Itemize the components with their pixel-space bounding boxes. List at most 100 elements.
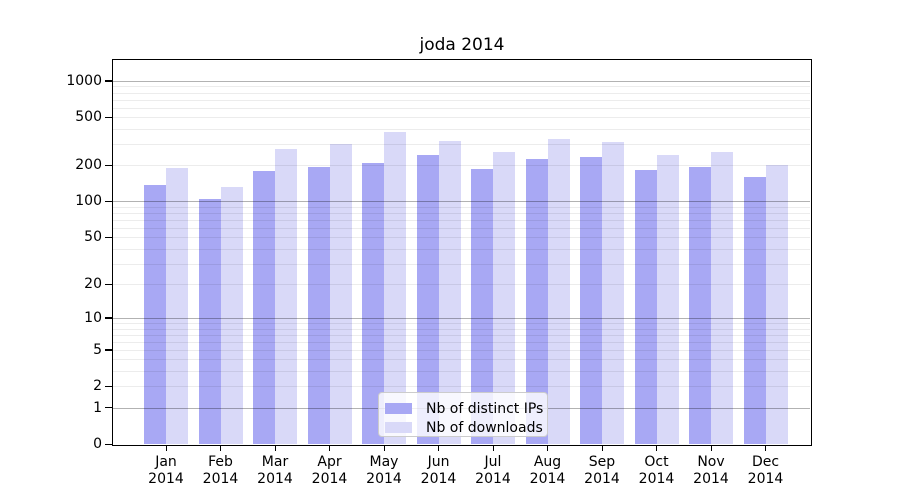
y-axis-tick (105, 116, 112, 119)
major-gridline (113, 80, 810, 82)
legend-swatch-downloads (385, 422, 412, 433)
y-axis-tick-label: 1000 (66, 72, 102, 89)
x-axis-month-label: Aug (533, 454, 562, 470)
x-axis-tick (547, 445, 549, 451)
chart-title: joda 2014 (419, 35, 505, 55)
minor-gridline (113, 129, 810, 131)
minor-gridline (113, 144, 810, 146)
legend: Nb of distinct IPs Nb of downloads (378, 392, 548, 437)
y-axis-tick (105, 283, 112, 285)
bar-downloads-oct (656, 155, 679, 444)
x-axis-year-label: 2014 (693, 471, 729, 487)
x-axis-year-label: 2014 (420, 471, 457, 487)
bar-downloads-aug (547, 138, 570, 444)
x-axis-year-label: 2014 (202, 471, 239, 487)
x-axis-tick (656, 445, 658, 451)
minor-gridline (113, 107, 810, 109)
x-axis-year-label: 2014 (475, 471, 511, 487)
bar-downloads-dec (765, 165, 788, 444)
bar-downloads-jun (438, 141, 461, 444)
minor-gridline (113, 86, 810, 88)
minor-gridline (113, 92, 810, 94)
minor-gridline (113, 117, 810, 119)
minor-gridline (113, 165, 810, 167)
bar-downloads-mar (275, 149, 297, 444)
x-axis-year-label: 2014 (747, 471, 784, 487)
y-axis-tick (105, 407, 112, 409)
x-axis-tick (274, 445, 276, 451)
y-axis-tick (105, 349, 112, 351)
y-axis-tick-label: 50 (84, 229, 102, 246)
bar-downloads-feb (220, 186, 243, 444)
bar-downloads-jul (493, 151, 515, 444)
x-axis-year-label: 2014 (584, 471, 620, 487)
x-axis-year-label: 2014 (311, 471, 348, 487)
bar-distinct-ips-jun (416, 155, 439, 444)
y-axis-tick (105, 317, 112, 319)
y-axis-tick (105, 164, 112, 167)
y-axis-tick-label: 10 (84, 309, 102, 326)
bar-distinct-ips-dec (743, 176, 766, 444)
bar-distinct-ips-nov (689, 167, 711, 444)
y-axis-tick-label: 500 (75, 109, 102, 126)
y-axis-tick-label: 100 (75, 193, 102, 210)
x-axis-month-label: Apr (317, 454, 342, 470)
bar-downloads-sep (602, 142, 624, 444)
x-axis-month-label: Dec (751, 454, 780, 470)
x-axis-month-label: Jan (155, 454, 177, 470)
x-axis-year-label: 2014 (638, 471, 675, 487)
x-axis-month-label: Jul (484, 454, 502, 470)
bar-distinct-ips-aug (525, 159, 548, 444)
y-axis-tick (105, 200, 112, 203)
x-axis-year-label: 2014 (366, 471, 402, 487)
y-axis-tick-label: 200 (75, 157, 102, 174)
x-axis-year-label: 2014 (529, 471, 566, 487)
legend-entry-downloads: Nb of downloads (385, 418, 547, 437)
y-axis-tick-label: 20 (84, 276, 102, 292)
y-axis-tick (105, 80, 112, 82)
x-axis-year-label: 2014 (257, 471, 293, 487)
x-axis-tick (165, 445, 167, 451)
x-axis-tick (220, 445, 222, 451)
x-axis-tick (329, 445, 331, 451)
y-axis-tick-label: 5 (93, 341, 102, 358)
bar-distinct-ips-feb (198, 199, 221, 444)
x-axis-month-label: Nov (697, 454, 725, 470)
x-axis-tick (710, 445, 712, 451)
bar-distinct-ips-sep (580, 157, 602, 444)
y-axis-tick (105, 443, 112, 445)
bar-distinct-ips-may (362, 162, 384, 444)
legend-label-distinct-ips: Nb of distinct IPs (426, 400, 544, 417)
x-axis-month-label: Mar (261, 454, 289, 470)
y-axis-tick-label: 0 (93, 436, 102, 452)
x-axis-month-label: Feb (208, 454, 233, 470)
bar-downloads-nov (711, 151, 733, 444)
bar-downloads-apr (329, 144, 352, 444)
x-axis-month-label: Sep (588, 454, 616, 470)
x-axis-tick (765, 445, 767, 451)
legend-swatch-distinct-ips (385, 403, 412, 414)
x-axis-tick (601, 445, 603, 451)
x-axis-month-label: Jun (427, 454, 450, 470)
legend-label-downloads: Nb of downloads (426, 419, 543, 436)
y-axis-tick (105, 385, 112, 388)
x-axis-tick (438, 445, 440, 451)
x-axis-month-label: May (369, 454, 399, 470)
x-axis-year-label: 2014 (148, 471, 184, 487)
minor-gridline (113, 99, 810, 101)
bar-downloads-may (384, 131, 406, 444)
y-axis-tick-label: 2 (93, 378, 102, 395)
bar-downloads-jan (166, 167, 188, 444)
x-axis-month-label: Oct (644, 454, 669, 470)
bar-distinct-ips-jul (471, 168, 493, 444)
x-axis-tick (492, 445, 494, 451)
y-axis-tick-label: 1 (93, 399, 102, 416)
legend-entry-distinct-ips: Nb of distinct IPs (385, 399, 547, 418)
bar-distinct-ips-mar (253, 170, 275, 444)
bar-distinct-ips-jan (144, 184, 166, 444)
bar-distinct-ips-apr (307, 167, 330, 444)
bar-distinct-ips-oct (634, 169, 657, 444)
y-axis-tick (105, 236, 112, 239)
x-axis-tick (383, 445, 385, 451)
